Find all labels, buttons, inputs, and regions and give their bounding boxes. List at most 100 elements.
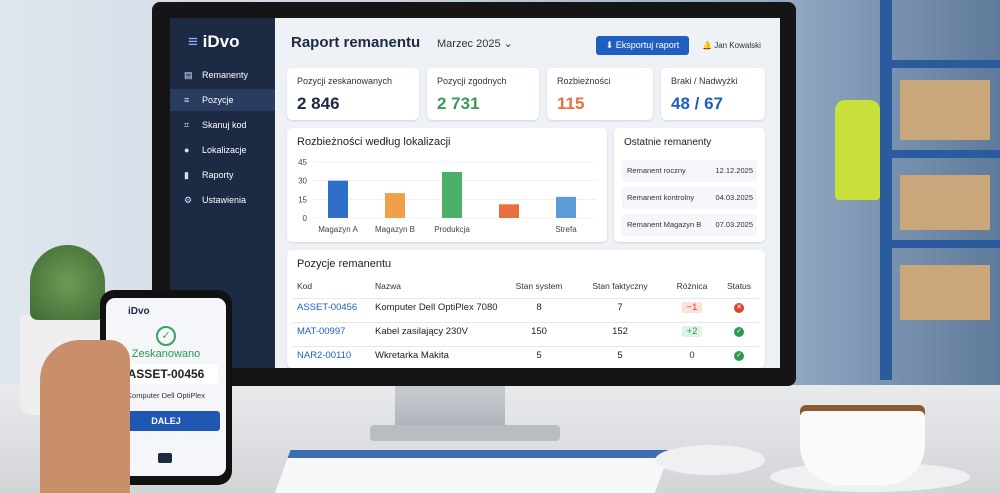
- camera-icon: [158, 453, 172, 463]
- recent-title: Ostatnie remanenty: [624, 137, 712, 148]
- page-title: Raport remanentu: [291, 34, 421, 51]
- column-header: Nazwa: [375, 281, 401, 291]
- nav-icon: ▤: [184, 70, 193, 80]
- cell: Kabel zasilający 230V: [375, 326, 468, 337]
- monitor-stand: [395, 386, 505, 431]
- column-header: Status: [726, 281, 752, 291]
- phone-button[interactable]: DALEJ: [112, 411, 220, 431]
- table-panel: Pozycje remanentu Kod Nazwa Stan system Sta…: [287, 250, 765, 368]
- status-icon: ✓: [734, 327, 744, 337]
- kpi-card: Rozbieżności 115: [547, 68, 653, 120]
- nav-label: Pozycje: [202, 95, 234, 105]
- column-header: Różnica: [676, 281, 708, 291]
- cell: +2: [682, 326, 702, 337]
- export-button[interactable]: ⬇ Eksportuj raport: [596, 36, 689, 55]
- shelf: [880, 150, 1000, 158]
- bar: [385, 193, 405, 218]
- box: [900, 265, 990, 320]
- recent-item[interactable]: Remanent kontrolny 04.03.2025: [622, 187, 757, 209]
- app-screen: ≡ iDvo ▤ Remanenty ≡ Pozycje ⌗ Skanuj kod ● Lok…: [170, 18, 780, 368]
- nav-item[interactable]: ⌗ Skanuj kod: [170, 114, 275, 136]
- recent-name: Remanent roczny: [627, 166, 686, 175]
- kpi-card: Braki / Nadwyżki 48 / 67: [661, 68, 765, 120]
- recent-panel: Ostatnie remanenty Remanent roczny 12.12.…: [614, 128, 765, 242]
- nav-icon: ≡: [184, 95, 190, 105]
- table-title: Pozycje remanentu: [297, 258, 392, 270]
- kpi-value: 2 731: [437, 94, 480, 113]
- recent-item[interactable]: Remanent Magazyn B 07.03.2025: [622, 214, 757, 236]
- cell: 152: [612, 326, 628, 337]
- recent-date: 04.03.2025: [715, 193, 753, 202]
- item-code[interactable]: MAT-00997: [297, 326, 346, 337]
- y-tick-label: 30: [298, 177, 307, 186]
- box: [900, 175, 990, 230]
- shelf: [880, 240, 1000, 248]
- phone-code: ASSET-00456: [114, 364, 218, 384]
- item-code[interactable]: ASSET-00456: [297, 302, 358, 313]
- kpi-label: Braki / Nadwyżki: [671, 76, 738, 86]
- cell: 8: [536, 302, 542, 313]
- bar: [499, 204, 519, 218]
- period: Marzec 2025: [437, 38, 501, 50]
- kpi-value: 115: [557, 94, 585, 113]
- recent-name: Remanent kontrolny: [627, 193, 695, 202]
- nav-icon: ⚙: [184, 195, 193, 205]
- column-header: Stan system: [515, 281, 563, 291]
- phone-status: Zeskanowano: [131, 348, 201, 360]
- nav-icon: ●: [184, 145, 190, 155]
- cell: 150: [531, 326, 547, 337]
- kpi-label: Pozycji zeskanowanych: [297, 76, 393, 86]
- cell: Komputer Dell OptiPlex 7080: [375, 302, 498, 313]
- recent-item[interactable]: Remanent roczny 12.12.2025: [622, 160, 757, 182]
- nav-item[interactable]: ⚙ Ustawienia: [170, 189, 275, 211]
- document: [269, 450, 671, 493]
- row-divider: [293, 298, 759, 299]
- nav-icon: ▮: [184, 170, 189, 180]
- x-tick-label: Magazyn A: [318, 225, 358, 234]
- chart-panel: Rozbieżności według lokalizacji 0 15 30 45 M…: [287, 128, 607, 242]
- recent-date: 12.12.2025: [715, 166, 753, 175]
- cell: Wkretarka Makita: [375, 350, 449, 361]
- nav-item[interactable]: ≡ Pozycje: [170, 89, 275, 111]
- nav-label: Ustawienia: [202, 195, 247, 205]
- logo-text: iDvo: [202, 32, 240, 51]
- check-icon: ✓: [156, 326, 176, 346]
- user[interactable]: 🔔 Jan Kowalski: [702, 41, 761, 50]
- phone-logo: iDvo: [128, 306, 150, 317]
- item-code[interactable]: NAR2-00110: [297, 350, 352, 361]
- bar: [556, 196, 576, 218]
- nav-item[interactable]: ● Lokalizacje: [170, 139, 275, 161]
- phone-item: Komputer Dell OptiPlex: [127, 391, 205, 400]
- status-icon: ✓: [734, 351, 744, 361]
- nav-item[interactable]: ▤ Remanenty: [170, 64, 275, 86]
- cell: −1: [682, 302, 702, 313]
- period-select[interactable]: Marzec 2025 ⌄: [437, 38, 513, 50]
- kpi-label: Rozbieżności: [557, 76, 611, 86]
- user-name: Jan Kowalski: [714, 41, 761, 50]
- row-divider: [293, 322, 759, 323]
- nav-item[interactable]: ▮ Raporty: [170, 164, 275, 186]
- box: [900, 80, 990, 140]
- nav-label: Skanuj kod: [202, 120, 247, 130]
- row-divider: [293, 346, 759, 347]
- shelf: [880, 0, 892, 380]
- y-tick-label: 0: [303, 214, 308, 223]
- y-tick-label: 15: [298, 195, 307, 204]
- nav-label: Remanenty: [202, 70, 249, 80]
- nav-label: Lokalizacje: [202, 145, 247, 155]
- x-tick-label: Magazyn B: [375, 225, 415, 234]
- shelf: [880, 60, 1000, 68]
- x-tick-label: Produkcja: [434, 225, 470, 234]
- plant: [30, 245, 105, 320]
- column-header: Kod: [297, 281, 313, 291]
- column-header: Stan faktyczny: [592, 281, 648, 291]
- cup: [800, 405, 925, 485]
- export-label: Eksportuj raport: [615, 40, 680, 50]
- y-tick-label: 45: [298, 158, 307, 167]
- cell: 0: [689, 350, 695, 361]
- monitor-base: [370, 425, 560, 441]
- kpi-label: Pozycji zgodnych: [437, 76, 507, 86]
- logo: ≡ iDvo: [188, 32, 240, 51]
- chart: 0 15 30 45 Magazyn A Magazyn B Produkcja Strefa: [298, 158, 597, 234]
